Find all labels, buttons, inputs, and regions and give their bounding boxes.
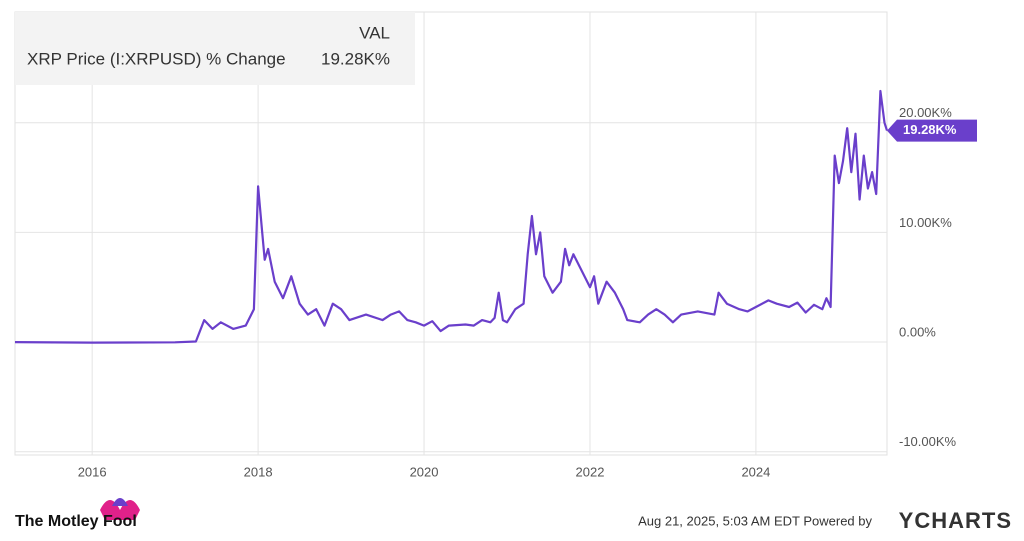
x-tick-label: 2022 xyxy=(576,464,605,479)
y-tick-label: -10.00K% xyxy=(899,434,957,449)
series xyxy=(14,89,889,344)
y-tick-label: 20.00K% xyxy=(899,105,952,120)
plot-frame xyxy=(14,11,888,456)
y-tick-label: 0.00% xyxy=(899,324,936,339)
timestamp: Aug 21, 2025, 5:03 AM EDT Powered by xyxy=(638,513,872,528)
legend-box xyxy=(15,12,415,85)
brand-logo xyxy=(100,498,140,520)
end-label-box xyxy=(887,119,977,142)
y-tick-label: 10.00K% xyxy=(899,215,952,230)
legend-header: VAL xyxy=(359,23,390,42)
end-label: 19.28K% xyxy=(903,122,957,137)
provider: YCHARTS xyxy=(899,508,1012,533)
x-tick-label: 2024 xyxy=(741,464,770,479)
series-line xyxy=(14,89,889,344)
x-tick-label: 2018 xyxy=(244,464,273,479)
legend-name: XRP Price (I:XRPUSD) % Change xyxy=(27,49,286,68)
x-tick-label: 2020 xyxy=(410,464,439,479)
legend-value: 19.28K% xyxy=(321,49,390,68)
brand: The Motley Fool xyxy=(15,513,137,530)
x-tick-label: 2016 xyxy=(78,464,107,479)
